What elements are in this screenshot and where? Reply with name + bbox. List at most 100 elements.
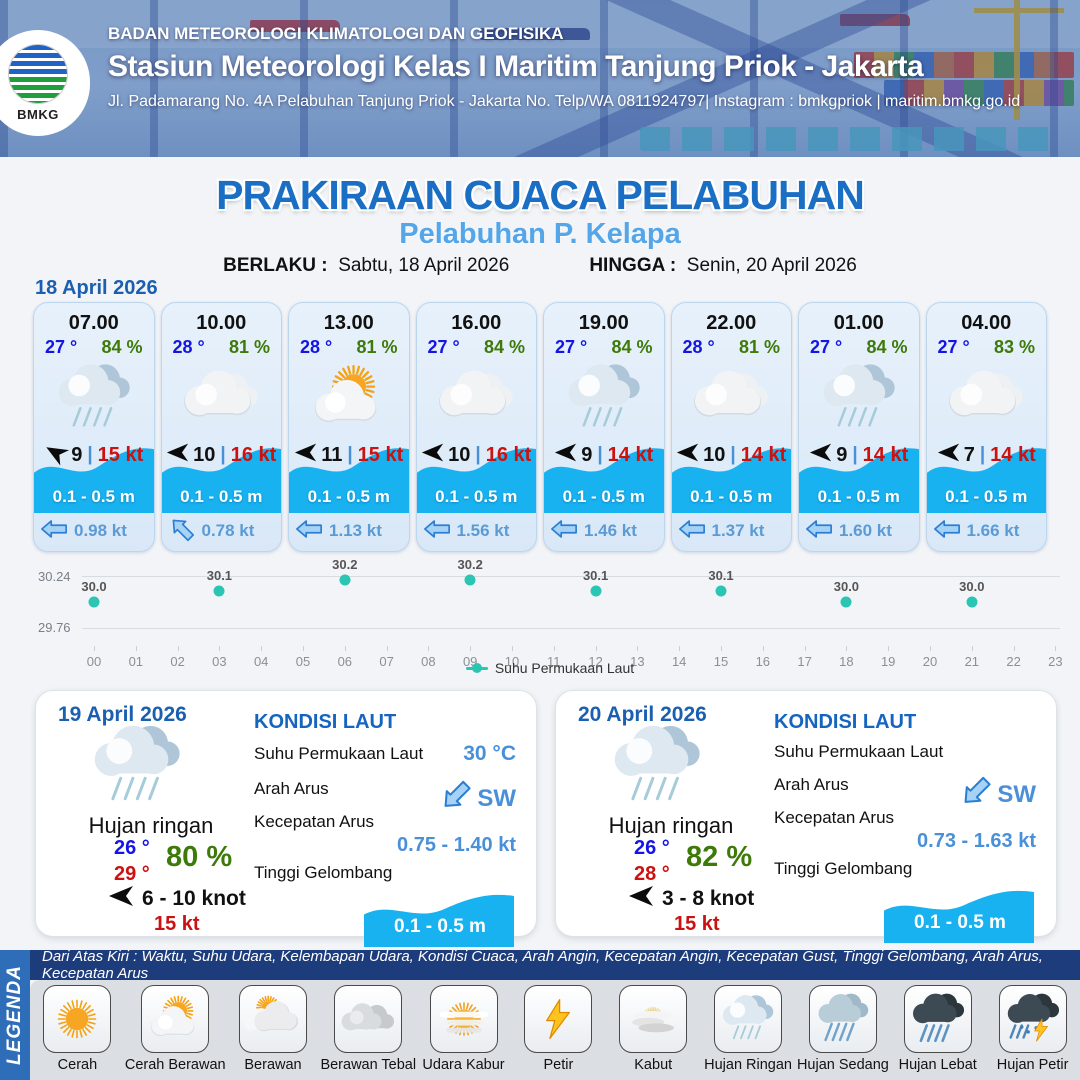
air-temperature: 27 °: [45, 337, 78, 357]
daily-gust: 15 kt: [154, 913, 200, 935]
wind-row: 9 | 15 kt: [34, 441, 154, 469]
daily-card: 20 April 2026 Hujan ringan 26 ° 28 ° 82 …: [555, 690, 1057, 943]
current-direction-icon: [933, 518, 961, 545]
legend-item: Berawan Tebal: [320, 980, 416, 1080]
current-direction-icon: [168, 518, 196, 545]
wind-direction-icon: [809, 441, 832, 469]
x-axis-tick: 00: [86, 654, 102, 669]
berawan-icon: [162, 356, 282, 440]
current-row: 1.13 kt: [295, 517, 382, 545]
legend-side-label: LEGENDA: [4, 965, 25, 1065]
legend-item-label: Petir: [543, 1057, 574, 1073]
daily-gust: 15 kt: [674, 913, 720, 935]
x-axis-tick: 03: [212, 654, 227, 669]
x-axis-tickmark: [177, 646, 179, 651]
wind-speed: 10: [193, 443, 216, 466]
legend-item-label: Cerah Berawan: [124, 1057, 226, 1073]
temp-humidity-row: 27 ° 84 %: [34, 335, 154, 358]
time-label: 13.00: [323, 312, 374, 334]
divider: |: [597, 444, 603, 465]
hujan-lebat-icon: [903, 985, 972, 1053]
daily-temp-min: 26 °: [634, 837, 670, 859]
x-axis-tick: 21: [964, 654, 980, 669]
gridline-top: [82, 576, 1060, 577]
hourly-card: 10.00 28 ° 81 % 10 | 16 kt 0.1 - 0.5 m 0…: [160, 302, 282, 552]
wave-band: [34, 441, 154, 513]
legend-item-label: Hujan Petir: [996, 1057, 1069, 1073]
x-axis-tick: 20: [922, 654, 938, 669]
wind-direction-icon: [108, 883, 134, 915]
wave-height: 0.1 - 0.5 m: [307, 487, 390, 506]
y-axis-tick: 30.24: [38, 569, 71, 584]
x-axis-tickmark: [261, 646, 263, 651]
southwest-arrow-icon: [439, 780, 473, 816]
daily-humidity: 80 %: [166, 841, 233, 873]
wave-height: 0.1 - 0.5 m: [945, 487, 1028, 506]
legend-note-text: Dari Atas Kiri : Waktu, Suhu Udara, Kele…: [42, 948, 1043, 982]
daily-wind-range: 6 - 10 knot: [142, 887, 246, 910]
x-axis-tickmark: [303, 646, 304, 651]
time-label: 01.00: [833, 312, 884, 334]
current-direction-value: SW: [477, 785, 516, 812]
wave-height: 0.1 - 0.5 m: [562, 487, 645, 506]
data-point: [715, 585, 727, 597]
wave-band: [926, 441, 1047, 513]
legend-item: Cerah Berawan: [125, 980, 226, 1080]
air-temperature: 28 °: [172, 337, 205, 357]
humidity: 81 %: [228, 337, 270, 357]
legend-item-label: Hujan Lebat: [898, 1057, 977, 1073]
ship-illustration: [840, 14, 910, 26]
berawan-icon: [927, 356, 1047, 440]
time-label: 16.00: [451, 312, 502, 334]
current-row: 0.98 kt: [40, 517, 127, 545]
port-name: Pelabuhan P. Kelapa: [399, 218, 681, 250]
x-axis-tickmark: [512, 646, 513, 651]
current-direction-value: SW: [997, 781, 1036, 808]
page-title: PRAKIRAAN CUACA PELABUHAN: [216, 172, 865, 218]
current-speed: 1.13 kt: [329, 521, 382, 540]
divider: |: [852, 444, 858, 465]
data-point: [464, 574, 476, 586]
cerah-icon: [43, 985, 112, 1053]
y-axis-tick: 29.76: [38, 620, 71, 635]
legend-item-label: Berawan: [244, 1057, 302, 1073]
daily-wind: 3 - 8 knot: [628, 883, 754, 915]
temp-humidity-row: 27 ° 84 %: [417, 335, 537, 358]
divider: |: [347, 444, 353, 465]
x-axis-tickmark: [1013, 646, 1015, 651]
current-direction-icon: [678, 518, 706, 545]
x-axis-tick: 23: [1048, 654, 1063, 669]
wind-speed: 10: [448, 443, 471, 466]
x-axis-tick: 15: [713, 654, 729, 669]
hujan-ringan-icon: [88, 717, 186, 820]
gust-speed: 16 kt: [230, 443, 277, 466]
current-direction-icon: [40, 518, 68, 545]
data-point-label: 30.0: [959, 579, 985, 594]
data-point: [213, 585, 225, 597]
humidity: 83 %: [993, 337, 1035, 357]
divider: |: [220, 444, 226, 465]
valid-to-date: Senin, 20 April 2026: [686, 255, 857, 276]
sst-label: Suhu Permukaan Laut: [774, 742, 944, 761]
humidity: 84 %: [101, 337, 143, 357]
wave-height: 0.1 - 0.5 m: [817, 487, 900, 506]
kabut-icon: [619, 985, 688, 1053]
current-speed: 0.98 kt: [74, 521, 127, 540]
x-axis-tickmark: [470, 646, 472, 651]
divider: |: [475, 444, 481, 465]
wave-band: [416, 441, 537, 513]
air-temperature: 28 °: [682, 337, 715, 357]
x-axis-tick: 22: [1006, 654, 1021, 669]
legend-item: Kabut: [606, 980, 701, 1080]
current-direction-label: Arah Arus: [774, 775, 849, 794]
data-point-label: 30.2: [457, 557, 483, 573]
time-label: 19.00: [578, 312, 629, 334]
x-axis-tickmark: [344, 646, 346, 651]
header-tint-overlay: [0, 0, 1080, 157]
wind-speed: 7: [963, 443, 975, 466]
humidity: 84 %: [483, 337, 525, 357]
wind-speed: 9: [836, 443, 848, 466]
petir-icon: [524, 985, 593, 1053]
hujan-ringan-icon: [714, 985, 783, 1053]
